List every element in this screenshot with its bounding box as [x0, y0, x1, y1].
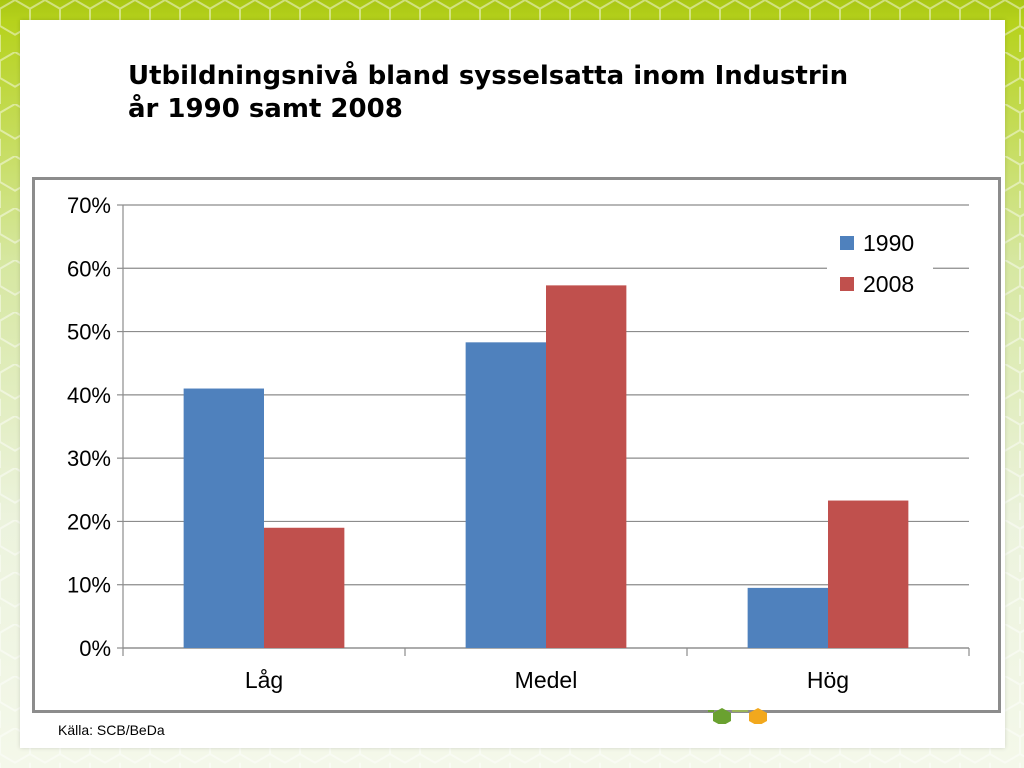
title-line-2: år 1990 samt 2008 — [128, 94, 403, 124]
bar-chart: 0% 10% 20% 30% 40% 50% 60% 70% Låg Medel Hög 1990 20… — [67, 193, 970, 693]
bar-2008-Medel — [546, 285, 627, 648]
bar-2008-Låg — [264, 527, 345, 648]
x-tick-label: Låg — [245, 667, 283, 693]
y-tick-label: 60% — [67, 256, 111, 281]
legend-label-1990: 1990 — [863, 230, 914, 256]
y-tick-label: 70% — [67, 193, 111, 218]
source-note: Källa: SCB/BeDa — [58, 722, 165, 738]
bar-1990-Medel — [465, 342, 546, 648]
legend-label-2008: 2008 — [863, 271, 914, 297]
bar-1990-Låg — [183, 388, 264, 648]
legend-swatch-1990 — [840, 236, 854, 250]
x-tick-label: Medel — [515, 667, 578, 693]
y-tick-label: 40% — [67, 383, 111, 408]
slide-title: Utbildningsnivå bland sysselsatta inom I… — [128, 60, 948, 126]
y-tick-label: 30% — [67, 446, 111, 471]
bar-1990-Hög — [747, 587, 828, 648]
chart-frame: 0% 10% 20% 30% 40% 50% 60% 70% Låg Medel Hög 1990 20… — [32, 177, 1001, 713]
y-tick-label: 20% — [67, 509, 111, 534]
y-tick-label: 0% — [79, 636, 111, 661]
y-tick-label: 50% — [67, 320, 111, 345]
y-tick-label: 10% — [67, 573, 111, 598]
title-line-1: Utbildningsnivå bland sysselsatta inom I… — [128, 61, 849, 91]
legend-swatch-2008 — [840, 277, 854, 291]
x-tick-label: Hög — [807, 667, 849, 693]
bar-2008-Hög — [828, 500, 909, 648]
logo-hexagons — [708, 708, 767, 724]
